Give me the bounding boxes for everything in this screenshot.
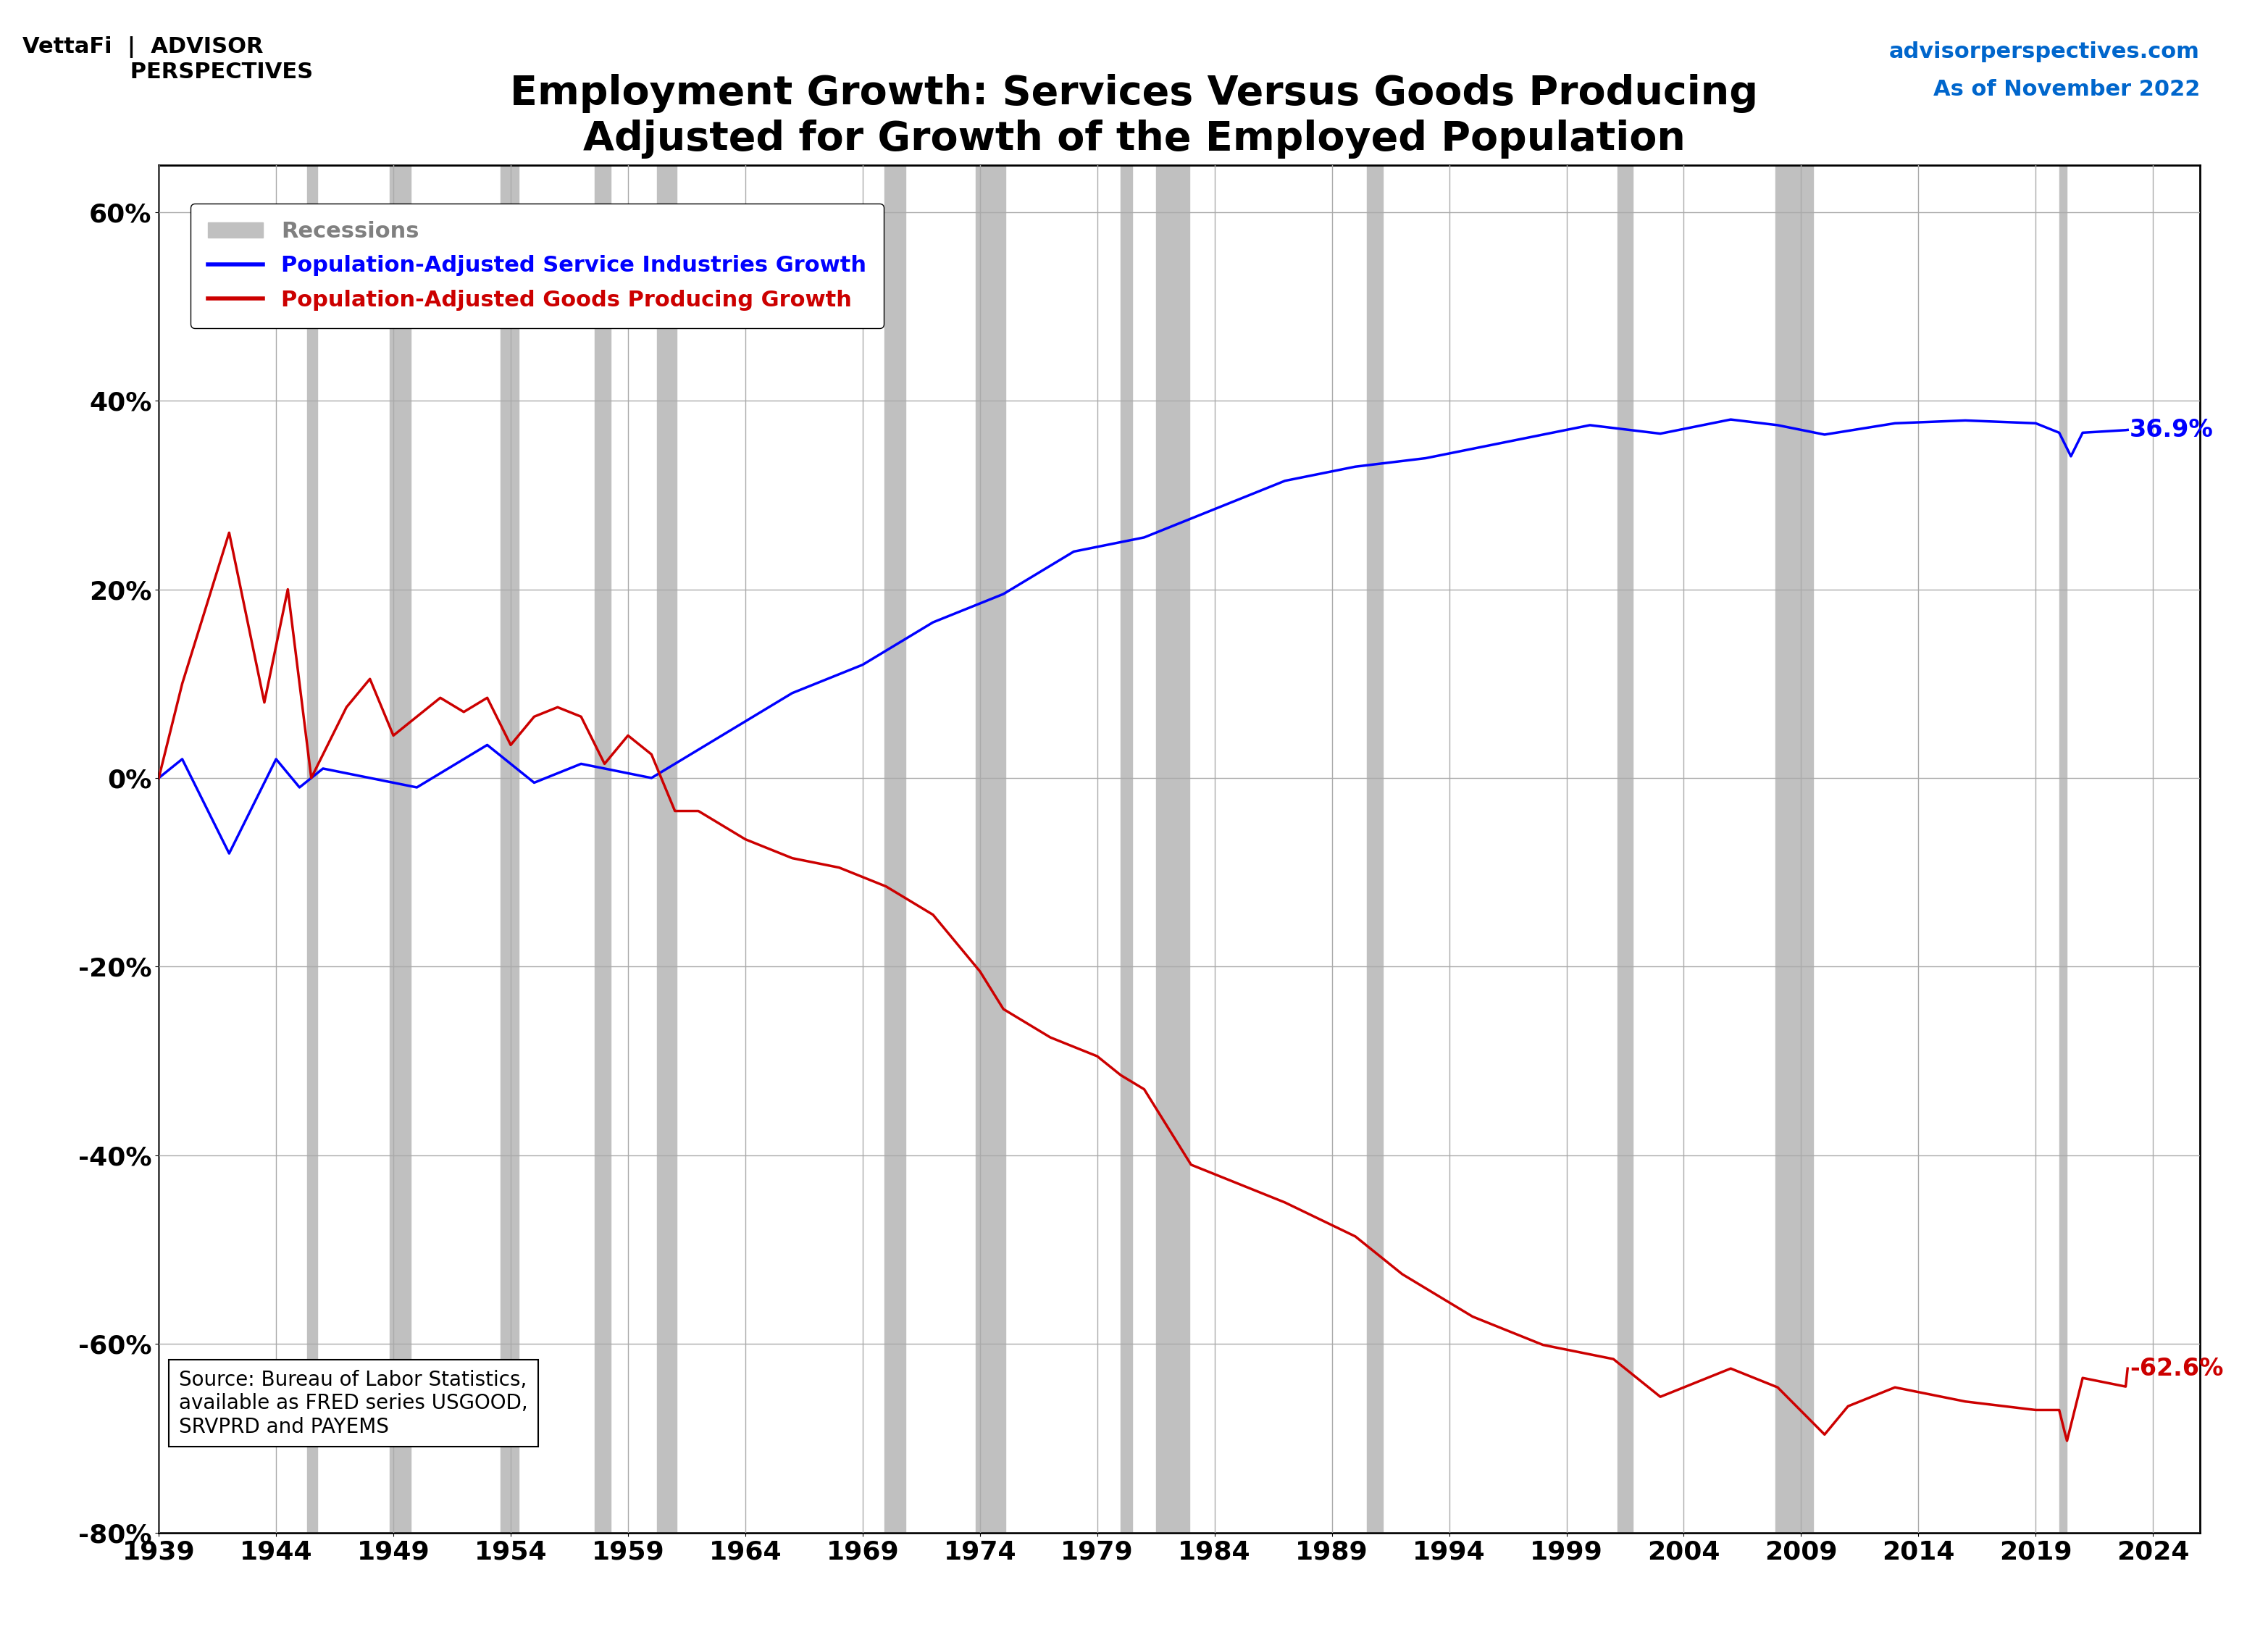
Text: VettaFi  |  ADVISOR
              PERSPECTIVES: VettaFi | ADVISOR PERSPECTIVES: [23, 36, 313, 82]
Bar: [1120, 165, 1132, 1533]
Bar: [1368, 165, 1383, 1533]
Bar: [306, 165, 318, 1533]
Bar: [594, 165, 610, 1533]
Text: As of November 2022: As of November 2022: [1932, 79, 2200, 101]
Text: Source: Bureau of Labor Statistics,
available as FRED series USGOOD,
SRVPRD and : Source: Bureau of Labor Statistics, avai…: [179, 1369, 528, 1437]
Bar: [501, 165, 519, 1533]
Text: Employment Growth: Services Versus Goods Producing
Adjusted for Growth of the Em: Employment Growth: Services Versus Goods…: [510, 74, 1758, 158]
Bar: [1617, 165, 1633, 1533]
Bar: [390, 165, 411, 1533]
Bar: [1157, 165, 1188, 1533]
Bar: [975, 165, 1005, 1533]
Legend: Recessions, Population-Adjusted Service Industries Growth, Population-Adjusted G: Recessions, Population-Adjusted Service …: [191, 203, 885, 328]
Bar: [1776, 165, 1812, 1533]
Bar: [658, 165, 676, 1533]
Text: 36.9%: 36.9%: [2130, 419, 2214, 442]
Text: advisorperspectives.com: advisorperspectives.com: [1889, 41, 2200, 63]
Text: -62.6%: -62.6%: [2130, 1356, 2223, 1381]
Bar: [885, 165, 905, 1533]
Bar: [2059, 165, 2066, 1533]
